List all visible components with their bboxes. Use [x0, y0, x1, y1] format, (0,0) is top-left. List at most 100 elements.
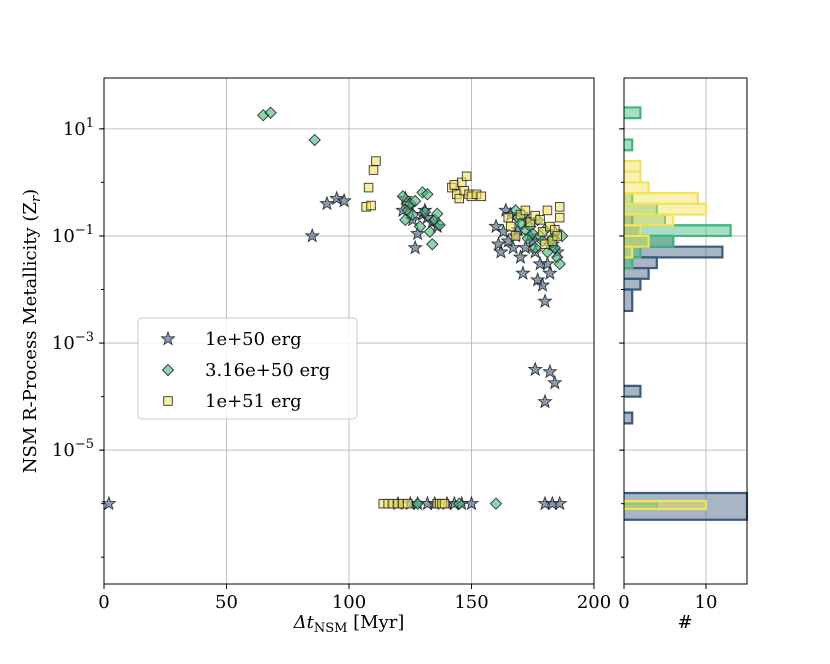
hist-x-tick-label: 0 [618, 592, 629, 613]
y-tick-label: 10−5 [52, 437, 94, 461]
data-point-star [551, 495, 568, 511]
data-point-square [363, 182, 374, 193]
histogram-bin-fill [624, 385, 641, 397]
histogram-bin-fill [624, 171, 641, 183]
data-point-diamond [553, 257, 566, 271]
data-point-star [537, 393, 553, 409]
histogram-bin-edge [624, 159, 642, 173]
data-point-star [505, 239, 521, 255]
data-point-square [554, 202, 565, 212]
histogram-bin-edge [624, 499, 708, 511]
data-point-square [525, 217, 536, 228]
data-point-star [336, 192, 352, 208]
data-point-diamond [413, 220, 427, 233]
histogram-bin-fill [624, 160, 641, 172]
data-point-star [527, 361, 543, 377]
histogram-bin-edge [624, 224, 732, 238]
data-point-star [534, 277, 551, 292]
y-tick-label: 101 [63, 116, 94, 140]
data-point-diamond [399, 213, 412, 227]
hist-x-tick-label: 10 [695, 592, 718, 613]
data-point-diamond [421, 188, 434, 201]
data-point-diamond [264, 106, 277, 119]
data-point-star [319, 195, 335, 211]
data-point-star [407, 239, 423, 255]
legend-marker-diamond [161, 363, 175, 377]
histogram-panel: 0 10 # [618, 77, 749, 633]
histogram-bin-fill [624, 214, 633, 226]
histogram-bin-edge [624, 384, 642, 398]
data-point-star [409, 225, 426, 241]
data-point-star [512, 249, 529, 264]
legend-marker-star [160, 330, 176, 346]
scatter-y-ticks: 101 10−1 10−3 10−5 [52, 116, 624, 558]
data-point-square [510, 231, 521, 241]
histogram-bin-edge [624, 192, 699, 205]
y-tick-label: 10−3 [52, 330, 94, 354]
histogram-bin-fill [624, 246, 633, 258]
x-tick-label: 150 [454, 592, 488, 613]
data-point-square [454, 193, 465, 204]
histogram-frame [623, 77, 748, 585]
histogram-bin-fill [624, 203, 706, 215]
histogram-bin-fill [624, 503, 657, 510]
data-point-diamond [528, 241, 542, 255]
histogram-bin-fill [624, 182, 649, 194]
data-point-square [552, 231, 563, 241]
legend-label-1e51: 1e+51 erg [205, 391, 302, 412]
data-point-square [476, 191, 487, 202]
legend: 1e+50 erg 3.16e+50 erg 1e+51 erg [137, 317, 358, 420]
data-point-diamond [433, 218, 446, 232]
data-point-diamond [426, 238, 439, 251]
x-tick-label: 0 [98, 592, 109, 613]
histogram-bin-fill [624, 235, 649, 247]
histogram-bin-fill [624, 501, 706, 510]
legend-markers [160, 330, 176, 406]
y-tick-label: 10−1 [52, 223, 94, 247]
data-point-square [505, 221, 516, 232]
histogram-bin-edge [624, 138, 634, 152]
histogram-bin-fill [624, 225, 641, 236]
histogram-bin-fill [624, 289, 633, 311]
histogram-bin-fill [624, 257, 657, 269]
data-point-star [515, 265, 531, 280]
histogram-bin-fill [624, 246, 723, 258]
data-point-diamond [406, 208, 419, 221]
data-point-star [542, 265, 558, 280]
legend-box [137, 317, 358, 420]
data-point-square [520, 205, 531, 216]
scatter-points [101, 106, 569, 511]
data-point-star [490, 236, 507, 251]
data-point-square [503, 212, 514, 223]
histogram-bin-fill [624, 412, 633, 424]
data-point-square [368, 165, 379, 175]
histogram-bin-edge [624, 106, 642, 120]
histogram-bin-fill [624, 492, 747, 520]
histogram-bin-fill [624, 203, 657, 215]
legend-marker-square [163, 396, 173, 406]
data-point-diamond [423, 225, 437, 238]
x-tick-label: 50 [215, 592, 238, 613]
histogram-bin-fill [624, 268, 649, 279]
data-point-square [461, 171, 472, 182]
data-point-star [463, 495, 480, 511]
data-point-square [537, 226, 548, 237]
data-point-diamond [453, 497, 466, 510]
data-point-square [403, 498, 413, 509]
histogram-bin-fill [624, 225, 731, 236]
histogram-bin-fill [624, 257, 633, 269]
histogram-bin-fill [624, 214, 665, 226]
data-point-square [542, 205, 553, 216]
histogram-bin-fill [624, 107, 641, 119]
data-point-square [371, 156, 381, 166]
data-point-star [493, 243, 509, 259]
histogram-bin-fill [624, 139, 633, 151]
legend-label-1e50: 1e+50 erg [205, 329, 302, 350]
histogram-bars [624, 106, 749, 521]
data-point-diamond [308, 133, 321, 147]
data-point-star [547, 374, 563, 390]
histogram-bin-fill [624, 225, 641, 236]
data-point-diamond [430, 207, 444, 220]
data-point-diamond [411, 497, 424, 510]
